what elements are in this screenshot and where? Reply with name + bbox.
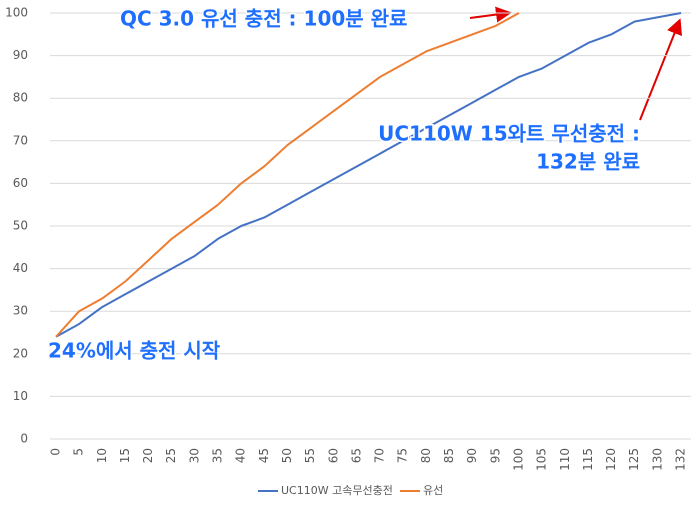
y-tick-label: 90 — [13, 48, 28, 62]
annotation: 132분 완료 — [536, 150, 640, 174]
x-tick-label: 0 — [49, 448, 63, 456]
x-tick-label: 10 — [95, 448, 109, 463]
y-tick-label: 30 — [13, 304, 28, 318]
y-tick-label: 100 — [5, 6, 28, 20]
x-tick-label: 30 — [187, 448, 201, 463]
y-tick-label: 10 — [13, 389, 28, 403]
series-line — [55, 12, 520, 338]
y-tick-label: 60 — [13, 176, 28, 190]
y-tick-label: 80 — [13, 91, 28, 105]
x-tick-label: 105 — [535, 448, 549, 471]
x-tick-label: 45 — [257, 448, 271, 463]
x-tick-label: 15 — [118, 448, 132, 463]
y-tick-label: 50 — [13, 219, 28, 233]
x-tick-label: 80 — [419, 448, 433, 463]
series-line — [55, 12, 682, 338]
x-tick-label: 50 — [280, 448, 294, 463]
x-tick-label: 40 — [234, 448, 248, 463]
arrow — [639, 18, 682, 121]
x-tick-label: 70 — [373, 448, 387, 463]
x-tick-label: 125 — [627, 448, 641, 471]
y-tick-label: 70 — [13, 133, 28, 147]
x-tick-label: 35 — [211, 448, 225, 463]
annotation: UC110W 15와트 무선충전 : — [378, 122, 640, 146]
x-tick-label: 115 — [581, 448, 595, 471]
arrow — [469, 6, 512, 23]
x-tick-label: 85 — [442, 448, 456, 463]
x-tick-label: 120 — [604, 448, 618, 471]
legend-label: UC110W 고속무선충전 — [281, 484, 393, 497]
legend-label: 유선 — [423, 484, 443, 497]
x-tick-label: 90 — [465, 448, 479, 463]
x-tick-label: 95 — [488, 448, 502, 463]
x-tick-label: 100 — [511, 448, 525, 471]
x-tick-label: 75 — [396, 448, 410, 463]
annotation: 24%에서 충전 시작 — [48, 339, 221, 363]
x-tick-label: 130 — [650, 448, 664, 471]
annotation: QC 3.0 유선 충전 : 100분 완료 — [120, 7, 407, 31]
y-tick-label: 0 — [20, 432, 28, 446]
y-tick-label: 40 — [13, 261, 28, 275]
x-tick-label: 60 — [326, 448, 340, 463]
x-tick-label: 25 — [164, 448, 178, 463]
x-tick-label: 132 — [674, 448, 688, 471]
y-tick-label: 20 — [13, 346, 28, 360]
x-tick-label: 65 — [349, 448, 363, 463]
x-tick-label: 20 — [141, 448, 155, 463]
x-tick-label: 55 — [303, 448, 317, 463]
x-tick-label: 5 — [72, 448, 86, 456]
x-tick-label: 110 — [558, 448, 572, 471]
